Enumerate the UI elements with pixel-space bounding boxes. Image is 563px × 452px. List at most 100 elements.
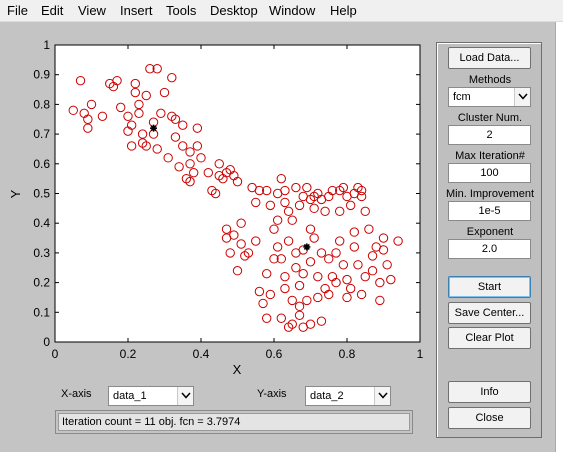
- menu-tools[interactable]: Tools: [166, 3, 197, 18]
- data-point: [236, 239, 246, 249]
- data-point: [192, 141, 203, 151]
- data-point: [137, 129, 148, 139]
- x-axis-select[interactable]: data_1: [108, 386, 194, 406]
- data-point: [305, 319, 316, 329]
- center-star-stroke: [150, 125, 157, 132]
- data-point: [262, 185, 272, 196]
- axis-tick-labels: 0 0.2 0.4 0.6 0.8 1 0 0.1 0.2 0.3 0.4 0.5 0.6 0.7 0.8 0…: [33, 38, 423, 361]
- data-points: [68, 64, 403, 332]
- data-point: [145, 64, 155, 74]
- data-point: [294, 310, 305, 320]
- chevron-down-icon[interactable]: [374, 387, 390, 405]
- chevron-down-icon[interactable]: [514, 88, 530, 106]
- menu-desktop[interactable]: Desktop: [210, 3, 258, 18]
- data-point: [305, 257, 316, 267]
- data-point: [367, 251, 378, 261]
- menu-help[interactable]: Help: [330, 3, 357, 18]
- data-point: [302, 295, 312, 306]
- data-point: [272, 215, 283, 225]
- x-tick-label: 0.6: [266, 347, 283, 361]
- data-point: [378, 245, 389, 255]
- data-point: [232, 266, 243, 276]
- menu-window[interactable]: Window: [269, 3, 316, 18]
- data-point: [170, 132, 181, 142]
- cluster-num-input[interactable]: 2: [448, 125, 531, 145]
- data-point: [280, 185, 290, 196]
- data-point: [276, 173, 286, 184]
- y-tick-label: 0.1: [33, 305, 50, 319]
- axis-ticks: [54, 44, 421, 343]
- data-point: [331, 248, 341, 258]
- data-point: [294, 280, 305, 291]
- data-point: [324, 289, 334, 300]
- data-point: [86, 99, 97, 110]
- scatter-plot: 0 0.2 0.4 0.6 0.8 1 0 0.1 0.2 0.3 0.4 0.5 0.6 0.7 0.8 0…: [8, 38, 424, 377]
- data-point: [287, 319, 297, 329]
- data-point: [353, 260, 363, 270]
- max-iteration-input[interactable]: 100: [448, 163, 531, 183]
- menu-file[interactable]: File: [7, 3, 28, 18]
- menu-view[interactable]: View: [78, 3, 106, 18]
- save-center-button[interactable]: Save Center...: [448, 302, 531, 324]
- data-point: [130, 87, 141, 98]
- data-point: [167, 72, 177, 83]
- data-point: [294, 200, 305, 211]
- methods-select[interactable]: fcm: [448, 87, 531, 107]
- data-point: [159, 87, 170, 98]
- data-point: [375, 277, 385, 288]
- data-point: [360, 206, 370, 217]
- close-button[interactable]: Close: [448, 407, 531, 429]
- data-point: [75, 75, 86, 86]
- data-point: [302, 182, 312, 193]
- exponent-input[interactable]: 2.0: [448, 239, 531, 259]
- data-point: [243, 248, 254, 258]
- x-axis-select-label: X-axis: [61, 388, 92, 400]
- data-point: [254, 185, 265, 196]
- data-point: [269, 224, 279, 234]
- data-point: [360, 271, 370, 282]
- data-point: [152, 144, 162, 154]
- data-point: [262, 268, 272, 279]
- data-point: [126, 120, 137, 130]
- data-point: [229, 230, 239, 240]
- data-point: [276, 254, 286, 264]
- y-tick-label: 0.9: [33, 68, 50, 82]
- data-point: [185, 147, 195, 157]
- menu-edit[interactable]: Edit: [41, 3, 64, 18]
- chevron-down-icon[interactable]: [177, 387, 193, 405]
- data-point: [280, 197, 290, 208]
- data-point: [294, 301, 305, 312]
- data-point: [134, 99, 144, 110]
- min-improvement-input[interactable]: 1e-5: [448, 201, 531, 221]
- menu-insert[interactable]: Insert: [120, 3, 153, 18]
- info-button[interactable]: Info: [448, 381, 531, 403]
- y-axis-select-label: Y-axis: [257, 388, 287, 400]
- menu-bar: File Edit View Insert Tools Desktop Wind…: [0, 0, 563, 22]
- control-panel: Load Data... Methods fcm Cluster Num. 2 …: [436, 42, 542, 438]
- data-point: [185, 176, 195, 187]
- data-point: [134, 108, 144, 119]
- data-point: [189, 168, 199, 178]
- data-point: [291, 263, 301, 273]
- y-axis-select[interactable]: data_2: [305, 386, 391, 406]
- data-point: [316, 316, 327, 326]
- data-point: [298, 268, 308, 279]
- load-data-button[interactable]: Load Data...: [448, 47, 531, 69]
- y-tick-label: 0.3: [33, 246, 50, 260]
- data-point: [221, 224, 232, 234]
- clear-plot-button[interactable]: Clear Plot: [448, 327, 531, 349]
- data-point: [378, 233, 389, 243]
- start-button[interactable]: Start: [448, 276, 531, 298]
- data-point: [291, 182, 301, 193]
- y-tick-label: 0.8: [33, 97, 50, 111]
- data-point: [156, 108, 166, 119]
- data-point: [170, 114, 181, 124]
- data-point: [345, 283, 356, 294]
- data-point: [214, 159, 224, 169]
- data-point: [269, 254, 279, 264]
- data-point: [68, 105, 78, 116]
- y-axis-label: Y: [8, 189, 23, 198]
- data-point: [203, 168, 214, 178]
- x-axis-select-value: data_1: [113, 390, 147, 402]
